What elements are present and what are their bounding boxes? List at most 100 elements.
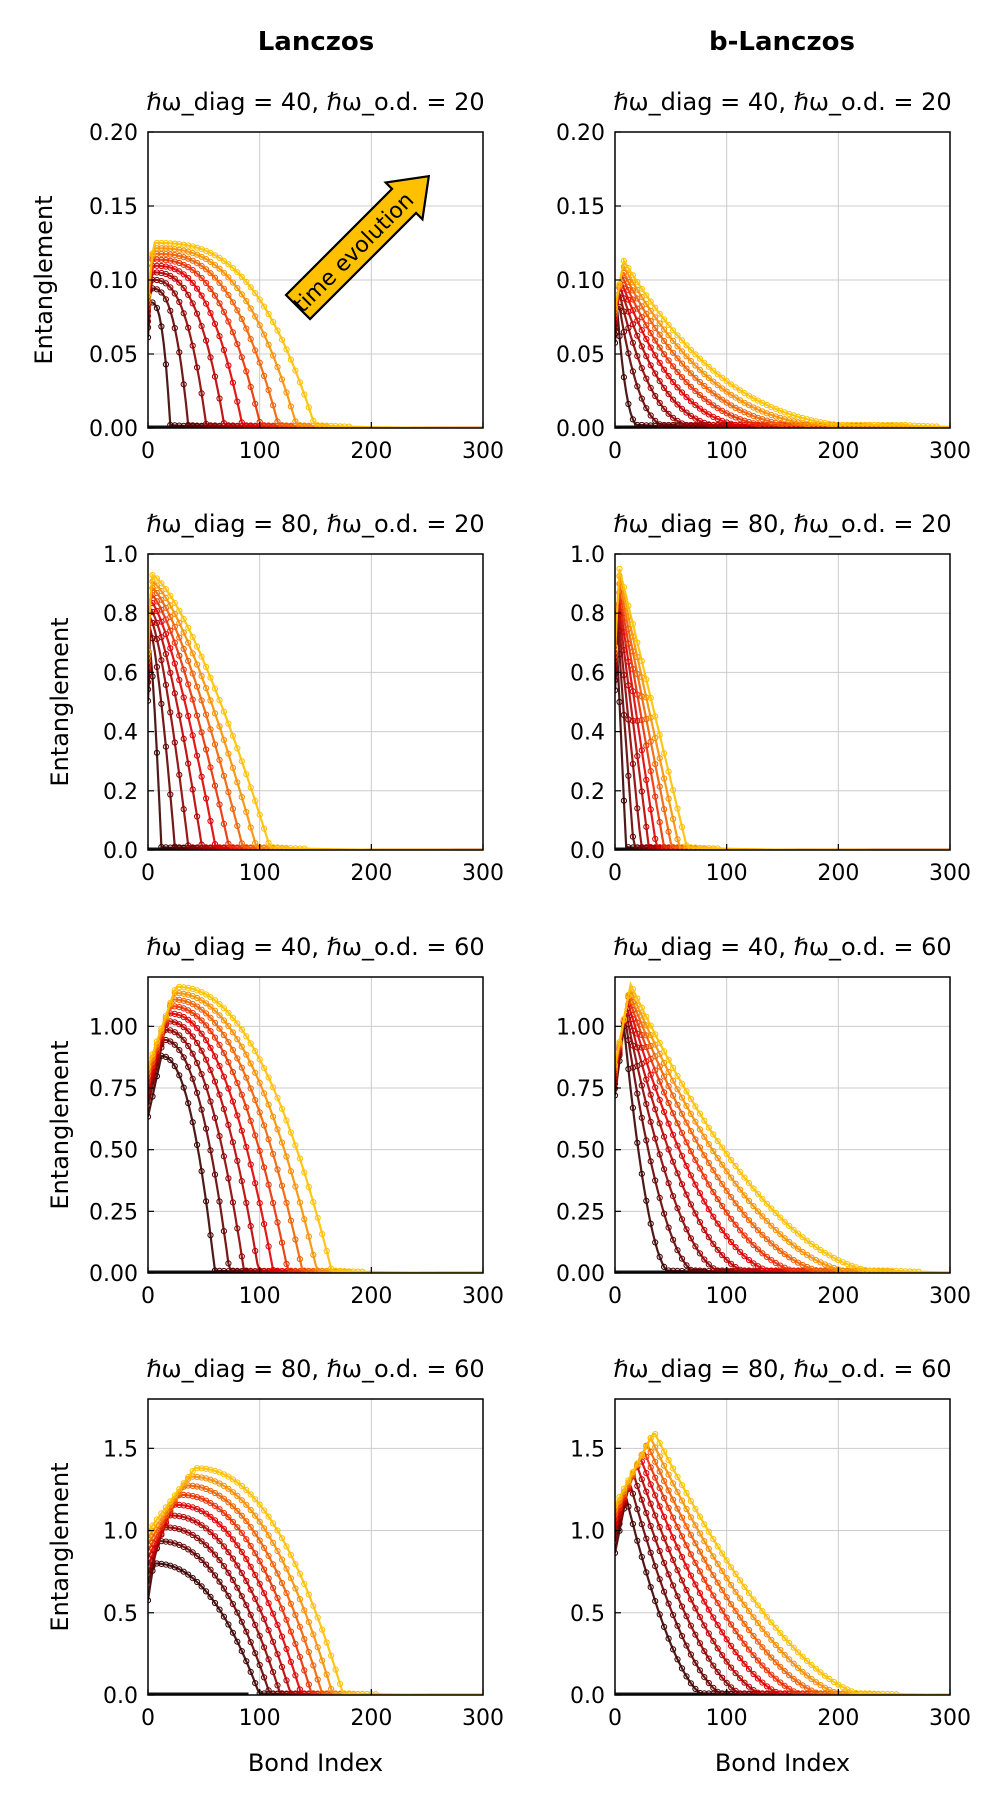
series-marker	[656, 1523, 663, 1531]
series-marker	[629, 416, 637, 423]
series-line	[148, 617, 483, 850]
series-marker	[696, 1126, 704, 1133]
series-marker	[207, 258, 214, 265]
series-marker	[229, 1046, 236, 1054]
series-marker	[189, 300, 196, 307]
series-marker	[185, 624, 192, 631]
series-marker	[301, 1636, 308, 1643]
y-tick-label: 0.15	[89, 195, 138, 220]
series-marker	[158, 256, 165, 263]
series-marker	[148, 1541, 152, 1548]
series-marker	[732, 1244, 739, 1251]
series-marker	[687, 1680, 695, 1687]
series-marker	[274, 1219, 281, 1226]
series-marker	[162, 616, 169, 623]
series-marker	[243, 368, 250, 375]
series-marker	[759, 1250, 766, 1257]
x-tick-label: 200	[817, 439, 859, 464]
series-marker	[817, 1669, 824, 1676]
series-marker	[234, 341, 241, 348]
y-tick-label: 0.10	[89, 269, 138, 294]
series-marker	[683, 1226, 690, 1233]
series-marker	[732, 394, 739, 401]
series-marker	[185, 1042, 192, 1050]
series-marker	[629, 368, 637, 375]
series-marker	[661, 1478, 668, 1485]
series-marker	[790, 1644, 797, 1651]
panel-b-lanczos-row-4: ℏω_diag = 80, ℏω_o.d. = 600 100 200 3000.00…	[570, 1355, 971, 1777]
series-marker	[647, 298, 654, 305]
series-marker	[238, 1253, 245, 1260]
y-tick-label: 1.0	[103, 1520, 138, 1545]
axes-frame	[614, 1398, 951, 1696]
series-marker	[189, 1493, 196, 1500]
series-marker	[786, 1266, 793, 1273]
series-marker	[162, 1504, 169, 1511]
y-tick-label: 0.05	[89, 343, 138, 368]
series-marker	[167, 251, 174, 258]
series-marker	[781, 1218, 788, 1225]
x-tick-label: 0	[141, 861, 155, 886]
series-marker	[180, 629, 187, 636]
series-marker	[804, 416, 811, 423]
series-marker	[795, 419, 802, 426]
series-marker	[167, 999, 174, 1007]
series-marker	[723, 1168, 730, 1175]
series-marker	[634, 279, 641, 286]
series-marker	[768, 1205, 775, 1212]
axes-frame	[614, 976, 951, 1274]
curves	[615, 1431, 950, 1695]
series-marker	[665, 828, 672, 835]
series-marker	[261, 825, 268, 832]
series-marker	[620, 584, 628, 591]
series-marker	[243, 1577, 250, 1585]
series-marker	[211, 1599, 219, 1607]
series-marker	[198, 1006, 205, 1013]
series-marker	[153, 575, 160, 582]
series-marker	[270, 402, 277, 409]
series-marker	[238, 354, 245, 361]
series-marker	[790, 1257, 797, 1264]
panel-lanczos-row-4: ℏω_diag = 80, ℏω_o.d. = 600 100 200 3000.00…	[46, 1355, 504, 1777]
series-marker	[229, 1489, 236, 1496]
series-marker	[625, 278, 632, 285]
series-marker	[777, 1629, 784, 1637]
series-marker	[799, 1668, 806, 1675]
series-marker	[211, 1267, 219, 1273]
series-marker	[643, 405, 650, 412]
series-marker	[265, 310, 272, 318]
series-marker	[763, 1236, 771, 1243]
series-marker	[710, 1553, 717, 1560]
series-marker	[683, 1523, 690, 1530]
y-tick-label: 0.75	[89, 1077, 138, 1102]
series-marker	[759, 1195, 766, 1202]
series-marker	[759, 1690, 766, 1695]
panel-b-lanczos-row-1: ℏω_diag = 40, ℏω_o.d. = 200 100 200 3000.00…	[556, 88, 971, 464]
x-tick-label: 300	[929, 861, 971, 886]
series-marker	[696, 1190, 704, 1197]
series-marker	[728, 1267, 735, 1273]
series-marker	[270, 1584, 277, 1592]
series-marker	[243, 298, 250, 305]
series-marker	[180, 645, 187, 653]
series-marker	[265, 1181, 272, 1188]
x-tick-label: 300	[462, 861, 504, 886]
series-marker	[148, 334, 152, 341]
series-marker	[256, 1518, 263, 1525]
series-marker	[229, 1098, 236, 1105]
series-marker	[171, 252, 178, 259]
series-marker	[203, 1125, 210, 1132]
series-marker	[732, 1588, 739, 1595]
series-marker	[247, 1223, 254, 1230]
series-marker	[301, 1667, 308, 1674]
series-marker	[705, 1655, 712, 1662]
series-marker	[710, 1240, 717, 1248]
series-marker	[203, 746, 210, 753]
series-marker	[674, 1101, 681, 1108]
series-marker	[148, 1528, 152, 1535]
series-marker	[225, 720, 232, 727]
series-marker	[678, 1603, 686, 1610]
series-curve-9	[615, 257, 950, 428]
series-marker	[265, 1627, 272, 1634]
series-marker	[211, 1533, 219, 1540]
